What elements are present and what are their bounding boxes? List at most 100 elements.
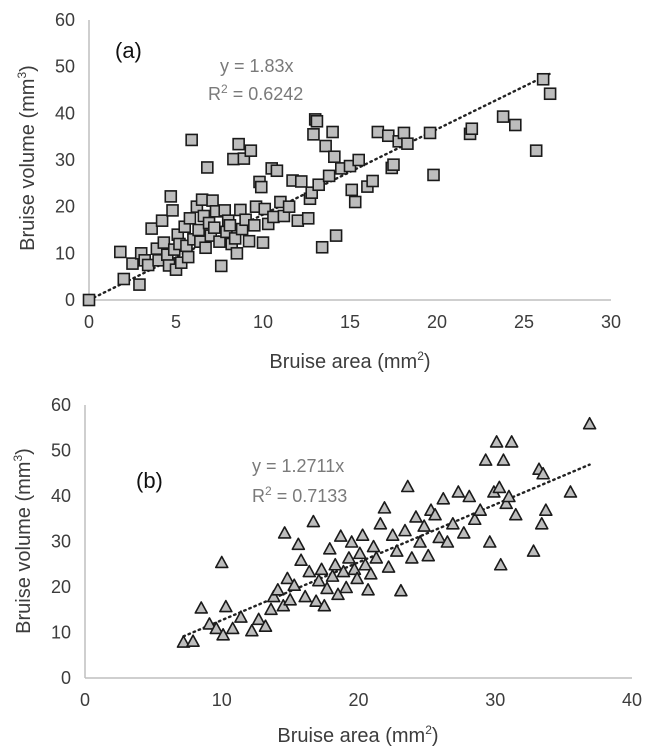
y-tick-label: 10	[55, 243, 75, 263]
data-point	[267, 210, 280, 224]
data-point	[194, 601, 209, 614]
data-point	[209, 621, 224, 635]
data-point	[342, 551, 356, 564]
data-point	[502, 489, 516, 503]
data-point	[331, 587, 345, 601]
data-point	[317, 598, 332, 612]
data-point	[133, 278, 146, 291]
data-point	[141, 258, 155, 272]
data-point	[534, 516, 549, 530]
data-point	[242, 234, 256, 248]
y-tick-label: 40	[55, 103, 75, 123]
data-point	[355, 528, 370, 541]
data-point	[207, 221, 221, 234]
y-tick-label: 0	[65, 290, 75, 310]
data-point	[186, 634, 200, 647]
data-point	[482, 535, 497, 548]
data-point	[244, 144, 258, 157]
x-tick-labels: 0 10 20 30 40	[80, 690, 642, 710]
data-point	[218, 204, 232, 217]
y-tick-label: 50	[55, 57, 75, 77]
data-point	[126, 257, 139, 270]
data-point	[539, 503, 553, 516]
data-point	[536, 72, 550, 86]
data-point	[314, 562, 329, 576]
data-point	[312, 178, 325, 192]
data-point	[258, 619, 273, 632]
data-point	[496, 110, 510, 123]
data-point	[202, 617, 217, 630]
data-point	[536, 466, 550, 480]
y-tick-label: 30	[55, 150, 75, 170]
data-point	[320, 581, 334, 595]
data-point	[504, 435, 519, 448]
data-point	[206, 194, 219, 207]
data-point	[155, 214, 169, 227]
data-points	[82, 72, 557, 307]
data-point	[353, 546, 367, 560]
data-point	[294, 175, 308, 188]
data-point	[195, 193, 209, 206]
data-point	[213, 235, 226, 248]
data-point	[319, 139, 332, 153]
x-tick-label: 0	[80, 690, 90, 710]
data-point	[254, 180, 268, 194]
data-point	[451, 485, 466, 498]
trendline	[87, 72, 552, 302]
data-point	[270, 164, 284, 178]
data-point	[294, 553, 308, 567]
data-point	[413, 535, 427, 548]
data-point	[305, 186, 319, 199]
data-point	[234, 610, 248, 623]
x-tick-labels: 0 5 10 15 20 25 30	[84, 312, 621, 332]
data-point	[298, 589, 312, 603]
data-point	[157, 236, 171, 249]
data-point	[185, 133, 198, 147]
data-point	[529, 144, 543, 157]
data-point	[266, 589, 281, 603]
data-point	[256, 236, 270, 249]
data-point	[245, 623, 259, 637]
data-point	[492, 480, 507, 494]
data-point	[493, 557, 508, 571]
data-point	[283, 592, 297, 606]
data-point	[322, 542, 337, 555]
y-axis-title: Bruise volume (mm3)	[11, 448, 35, 634]
y-tick-label: 0	[61, 668, 71, 688]
chart-panel-a: 0 5 10 15 20 25 30 0 10 20 30 40 50 60 (a) y = 1.83x…	[15, 10, 621, 373]
data-point	[336, 564, 351, 578]
y-tick-label: 30	[51, 532, 71, 552]
data-point	[199, 241, 212, 255]
data-point	[176, 635, 191, 648]
x-tick-label: 10	[212, 690, 232, 710]
data-point	[361, 582, 375, 596]
data-point	[465, 122, 479, 136]
data-point	[350, 571, 364, 585]
data-point	[496, 453, 511, 466]
data-point	[307, 128, 320, 141]
data-point	[366, 174, 379, 188]
data-point	[291, 537, 306, 551]
data-point	[248, 219, 261, 232]
data-point	[287, 578, 302, 592]
data-point	[543, 87, 557, 101]
data-point	[315, 240, 329, 254]
data-point	[366, 539, 381, 553]
data-point	[251, 612, 266, 626]
data-point	[394, 583, 408, 597]
data-point	[478, 453, 493, 466]
data-point	[398, 523, 412, 537]
data-point	[328, 557, 343, 571]
panel-label: (a)	[115, 38, 142, 63]
data-point	[417, 519, 431, 532]
data-point	[499, 496, 513, 510]
x-tick-label: 20	[427, 312, 447, 332]
data-point	[344, 535, 359, 548]
y-tick-labels: 0 10 20 30 40 50 60	[51, 395, 71, 688]
data-point	[230, 247, 244, 260]
data-point	[582, 416, 597, 430]
data-point	[489, 435, 504, 448]
data-point	[339, 580, 353, 594]
x-tick-label: 30	[485, 690, 505, 710]
